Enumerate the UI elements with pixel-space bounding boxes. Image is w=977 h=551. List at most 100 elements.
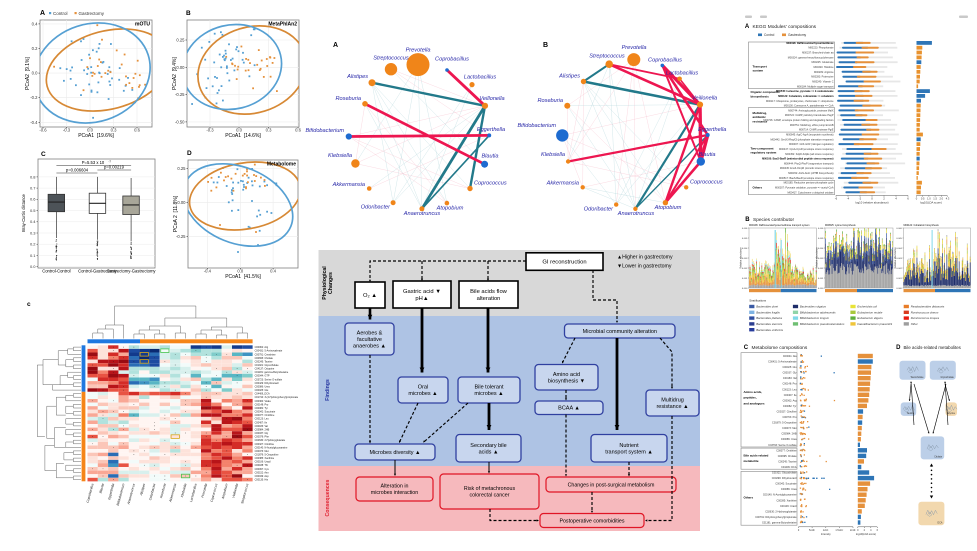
svg-text:anaerobes ▲: anaerobes ▲ [353, 344, 386, 350]
svg-text:Bile acids-related: Bile acids-related [744, 453, 769, 457]
svg-text:regulatory system: regulatory system [751, 151, 777, 155]
svg-text:0.0: 0.0 [30, 264, 36, 269]
svg-text:Alistipes: Alistipes [558, 74, 580, 80]
svg-text:D: D [187, 150, 192, 157]
svg-text:Bifidobacterium longum: Bifidobacterium longum [800, 316, 830, 320]
svg-text:M00307: Pyruvate oxidation, py: M00307: Pyruvate oxidation, pyruvate => … [775, 187, 834, 190]
svg-text:Bacteroides uniformis: Bacteroides uniformis [756, 328, 783, 332]
svg-text:p=0.006604: p=0.006604 [66, 168, 89, 173]
svg-text:peptides,: peptides, [744, 396, 757, 400]
svg-text:Coprococcus: Coprococcus [474, 181, 507, 187]
svg-text:C04137: Octopine: C04137: Octopine [255, 368, 275, 371]
svg-text:Relative abundance: Relative abundance [894, 247, 897, 269]
svg-text:PCoA 2 [11.8%]: PCoA 2 [11.8%] [173, 195, 179, 232]
svg-text:DCA: DCA [938, 521, 943, 524]
svg-text:Ruminococcus obeum: Ruminococcus obeum [911, 310, 939, 314]
svg-text:acids ▲: acids ▲ [479, 450, 499, 456]
svg-text:Microbes diversity ▲: Microbes diversity ▲ [370, 450, 421, 456]
svg-text:0.3: 0.3 [266, 128, 272, 133]
svg-text:-0.4: -0.4 [204, 269, 212, 274]
svg-text:M00545: Isoleucine, pyruvate =: M00545: Isoleucine, pyruvate => 2-oxobut… [776, 90, 834, 93]
svg-text:C01181: gamma-Butyrobetaine: C01181: gamma-Butyrobetaine [762, 522, 797, 525]
svg-text:Blautia: Blautia [698, 152, 715, 158]
svg-text:Lactobacillus: Lactobacillus [464, 75, 497, 81]
svg-text:C03793: Serine O-sulfate: C03793: Serine O-sulfate [768, 444, 797, 447]
svg-text:Consequences: Consequences [325, 479, 331, 516]
svg-text:Prevotella: Prevotella [622, 45, 647, 51]
svg-text:Eubacterium eligens: Eubacterium eligens [857, 316, 883, 320]
svg-text:Klebsiella: Klebsiella [328, 153, 352, 159]
svg-text:1.5x10⁷: 1.5x10⁷ [835, 528, 843, 532]
svg-text:and analogues: and analogues [744, 401, 765, 405]
svg-text:M00184: Multiple sugar transpo: M00184: Multiple sugar transport [797, 85, 834, 88]
svg-text:Amino acid: Amino acid [553, 372, 580, 378]
svg-text:C01879: 5-Oxoproline: C01879: 5-Oxoproline [772, 422, 797, 425]
svg-text:Parabacteroides distasonis: Parabacteroides distasonis [911, 305, 945, 309]
svg-text:Cholate: Cholate [934, 456, 943, 459]
svg-text:M00714: CAMP, protease PgtE: M00714: CAMP, protease PgtE [799, 129, 834, 132]
svg-text:-0.3: -0.3 [206, 128, 214, 133]
svg-text:-4: -4 [847, 197, 850, 201]
svg-text:0.2: 0.2 [30, 242, 36, 247]
svg-text:M00452: AtoS-AtoC (cPHB biosyn: M00452: AtoS-AtoC (cPHB biosynthesis) [788, 172, 833, 175]
svg-text:GI reconstruction: GI reconstruction [542, 260, 586, 266]
svg-text:M00237: Branched-chain aa: M00237: Branched-chain aa [802, 52, 834, 55]
svg-text:C00431: 5-Aminovalerate: C00431: 5-Aminovalerate [768, 361, 797, 364]
svg-text:B: B [186, 10, 191, 17]
svg-text:0.001: 0.001 [818, 278, 824, 280]
svg-text:Bray-Curtis distance: Bray-Curtis distance [21, 193, 26, 231]
svg-text:Atopobium: Atopobium [654, 205, 682, 211]
svg-text:MetaPhlAn2: MetaPhlAn2 [268, 22, 297, 28]
svg-text:Bifidobacterium adolescentis: Bifidobacterium adolescentis [800, 310, 836, 314]
svg-text:-0.25: -0.25 [176, 234, 186, 239]
svg-text:Bile tolerant: Bile tolerant [474, 385, 504, 391]
svg-text:-6: -6 [835, 197, 838, 201]
svg-text:log10 (relative abundance): log10 (relative abundance) [855, 201, 888, 205]
svg-text:C00429: Dihydrouracil: C00429: Dihydrouracil [255, 382, 280, 385]
svg-text:C01744: 3-(4-Hydroxyphenyl)pro: C01744: 3-(4-Hydroxyphenyl)propionate [255, 396, 299, 399]
svg-text:▲Higher in gastrectomy: ▲Higher in gastrectomy [617, 255, 673, 261]
svg-text:2x10⁷: 2x10⁷ [850, 528, 856, 532]
svg-text:0.3: 0.3 [30, 230, 36, 235]
svg-text:M00724: CAMP, palmitoyl transf: M00724: CAMP, palmitoyl transferase PagP [785, 114, 834, 117]
svg-text:Anaerotruncus: Anaerotruncus [403, 211, 441, 217]
svg-text:M00525: Lysine biosynthesis: M00525: Lysine biosynthesis [825, 224, 856, 227]
svg-text:0.004: 0.004 [896, 248, 902, 250]
svg-text:M00100: Coenzyme A, pantothena: M00100: Coenzyme A, pantothenate => CoA [784, 105, 834, 108]
svg-text:C00106: Uracil: C00106: Uracil [780, 505, 797, 508]
svg-text:C00245: Taurine: C00245: Taurine [255, 360, 273, 363]
svg-text:Other: Other [911, 322, 919, 326]
svg-text:C00037: Gly: C00037: Gly [255, 432, 269, 435]
svg-text:C00695: Cholate: C00695: Cholate [255, 357, 274, 360]
svg-text:Gastrectomy: Gastrectomy [788, 33, 806, 37]
svg-text:0.1: 0.1 [30, 253, 36, 258]
svg-text:0.2: 0.2 [32, 46, 38, 51]
svg-text:transport system ▲: transport system ▲ [605, 450, 653, 456]
svg-text:Findings: Findings [325, 379, 331, 401]
svg-text:Odoribacter: Odoribacter [361, 205, 391, 211]
svg-text:M00447: CpxA-CpxR (envelope st: M00447: CpxA-CpxR (envelope stress respo… [779, 148, 834, 151]
svg-text:M00196: Raffinose/stachyose/me: M00196: Raffinose/stachyose/melibiose [786, 42, 834, 45]
svg-text:C00407: Ile: C00407: Ile [255, 421, 268, 424]
svg-text:-0.25: -0.25 [175, 92, 185, 97]
svg-text:C00073: Met: C00073: Met [255, 450, 269, 453]
svg-text:C05984: 2HB: C05984: 2HB [255, 428, 270, 431]
svg-text:Klebsiella: Klebsiella [541, 152, 565, 158]
svg-text:C00140: N-Acetylglucosamine: C00140: N-Acetylglucosamine [763, 494, 797, 497]
svg-text:C00791: Dihydroxyphenyl)propio: C00791: Dihydroxyphenyl)propionate [755, 516, 797, 519]
svg-text:Alteration in: Alteration in [381, 484, 409, 490]
svg-text:0.000: 0.000 [818, 288, 824, 290]
svg-text:Bifidobacterium pseudocatenula: Bifidobacterium pseudocatenulatum [800, 322, 845, 326]
svg-text:C00062: Arg: C00062: Arg [255, 346, 269, 349]
svg-text:0.004: 0.004 [742, 248, 748, 250]
svg-text:C00086: Urea: C00086: Urea [781, 488, 797, 491]
svg-text:Bifidobacterium: Bifidobacterium [305, 128, 344, 134]
svg-text:Blautia: Blautia [481, 154, 498, 160]
svg-text:log10(LDA score): log10(LDA score) [920, 201, 942, 205]
svg-text:C: C [744, 345, 749, 351]
svg-text:microbes ▲: microbes ▲ [474, 391, 503, 397]
svg-text:Multidrug: Multidrug [661, 398, 684, 404]
svg-text:log10(LDA score): log10(LDA score) [856, 532, 876, 536]
svg-text:Others: Others [753, 186, 763, 190]
svg-text:M00744: Aminoglycoside, protea: M00744: Aminoglycoside, protease MalX [788, 109, 834, 112]
